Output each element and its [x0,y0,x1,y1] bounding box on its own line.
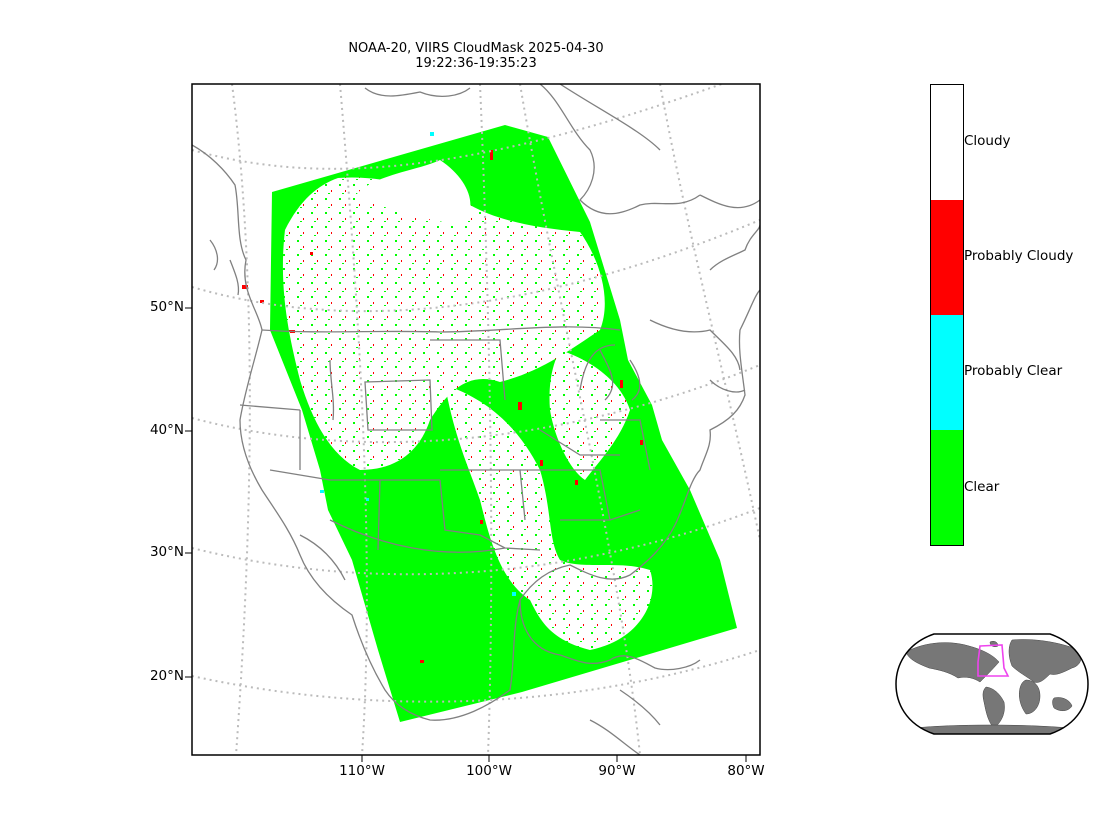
swath-probably-cloudy-speckles [242,150,643,663]
swath-probably-clear-speckles [320,132,516,596]
colorbar-label-probably-cloudy: Probably Cloudy [964,248,1074,264]
axis-ticks [185,307,747,762]
colorbar-swatch-cloudy [931,85,963,200]
colorbar-label-clear: Clear [964,479,1000,495]
inset-swath-outline [977,644,1010,677]
map-title-line1: NOAA-20, VIIRS CloudMask 2025-04-30 [348,41,604,56]
graticule [192,84,760,755]
colorbar-swatch-probably-cloudy [931,200,963,315]
colorbar-swatch-probably-clear [931,315,963,430]
colorbar-swatch-clear [931,430,963,545]
lon-label-80w: 80°W [727,763,765,779]
colorbar-label-probably-clear: Probably Clear [964,363,1063,379]
lon-label-110w: 110°W [339,763,385,779]
map-title-line2: 19:22:36-19:35:23 [415,56,537,71]
lon-label-100w: 100°W [466,763,512,779]
lat-label-40n: 40°N [149,422,184,438]
lat-label-50n: 50°N [149,299,184,315]
swath-cloudy-region [282,160,653,650]
coastlines-and-borders [192,84,760,755]
inset-land [905,639,1082,734]
colorbar-legend [930,84,964,546]
lon-label-90w: 90°W [598,763,636,779]
inset-world-map [895,633,1089,735]
lat-label-30n: 30°N [149,544,184,560]
map-frame [191,83,761,756]
colorbar-label-cloudy: Cloudy [964,133,1011,149]
lat-label-20n: 20°N [149,668,184,684]
